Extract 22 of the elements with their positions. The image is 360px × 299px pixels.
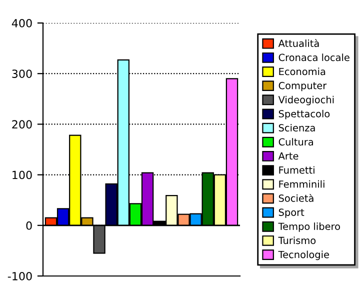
legend-label: Spettacolo (278, 110, 330, 120)
y-tick-label: 400 (12, 18, 32, 28)
legend-label: Attualità (278, 39, 319, 48)
legend-label: Fumetti (279, 166, 314, 174)
legend-label: Turismo (278, 236, 316, 244)
legend-label: Arte (278, 152, 298, 160)
y-tick-label: 200 (12, 120, 32, 129)
legend-label: Computer (278, 82, 327, 92)
legend-label: Sport (278, 208, 304, 218)
legend-label: Economia (279, 68, 326, 76)
y-tick-label: -100 (8, 272, 32, 280)
legend-label: Cronaca locale (278, 54, 350, 62)
y-tick-label: 0 (26, 221, 32, 230)
legend-label: Società (278, 194, 314, 202)
y-tick-label: 300 (12, 70, 32, 78)
legend-label: Cultura (278, 138, 313, 146)
legend-label: Tempo libero (278, 222, 340, 232)
legend-label: Femminili (279, 180, 324, 188)
y-tick-label: 100 (12, 170, 32, 180)
legend-label: Tecnologie (278, 250, 329, 260)
legend-label: Scienza (278, 124, 315, 132)
legend-label: Videogiochi (278, 96, 334, 106)
